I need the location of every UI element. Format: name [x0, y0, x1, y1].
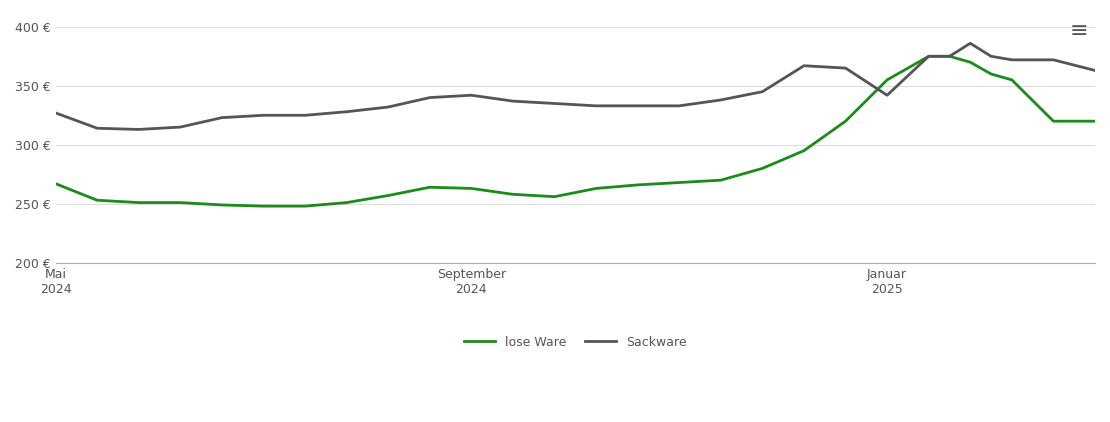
- Sackware: [942, 54, 956, 59]
- Sackware: [714, 97, 727, 103]
- Sackware: [382, 105, 395, 110]
- lose Ware: [215, 203, 229, 208]
- lose Ware: [756, 166, 769, 171]
- lose Ware: [256, 203, 270, 208]
- lose Ware: [985, 71, 998, 76]
- Text: ≡: ≡: [1069, 21, 1088, 41]
- Legend: lose Ware, Sackware: lose Ware, Sackware: [458, 331, 692, 354]
- Sackware: [423, 95, 436, 100]
- lose Ware: [548, 194, 562, 199]
- lose Ware: [382, 193, 395, 198]
- Sackware: [132, 127, 145, 132]
- Sackware: [506, 99, 519, 104]
- Sackware: [963, 41, 977, 46]
- lose Ware: [880, 77, 894, 82]
- lose Ware: [673, 180, 686, 185]
- Sackware: [465, 93, 478, 98]
- lose Ware: [465, 186, 478, 191]
- lose Ware: [423, 185, 436, 190]
- Line: Sackware: Sackware: [56, 43, 1094, 130]
- lose Ware: [922, 54, 936, 59]
- lose Ware: [714, 178, 727, 183]
- Sackware: [1006, 57, 1019, 62]
- Sackware: [797, 63, 810, 68]
- Sackware: [340, 109, 353, 114]
- Sackware: [173, 124, 186, 130]
- Sackware: [1047, 57, 1060, 62]
- lose Ware: [91, 197, 104, 203]
- Sackware: [880, 93, 894, 98]
- Sackware: [91, 126, 104, 131]
- lose Ware: [506, 192, 519, 197]
- Sackware: [548, 101, 562, 106]
- Sackware: [256, 113, 270, 118]
- lose Ware: [963, 60, 977, 65]
- lose Ware: [1088, 119, 1101, 124]
- Sackware: [630, 103, 644, 108]
- Sackware: [756, 89, 769, 94]
- lose Ware: [132, 200, 145, 205]
- Sackware: [49, 111, 62, 116]
- lose Ware: [299, 203, 312, 208]
- lose Ware: [797, 148, 810, 153]
- Sackware: [985, 54, 998, 59]
- lose Ware: [1047, 119, 1060, 124]
- lose Ware: [340, 200, 353, 205]
- Sackware: [299, 113, 312, 118]
- lose Ware: [589, 186, 603, 191]
- Sackware: [839, 65, 852, 70]
- Sackware: [215, 115, 229, 120]
- lose Ware: [1006, 77, 1019, 82]
- lose Ware: [49, 181, 62, 186]
- Sackware: [589, 103, 603, 108]
- lose Ware: [839, 119, 852, 124]
- Line: lose Ware: lose Ware: [56, 56, 1094, 206]
- lose Ware: [173, 200, 186, 205]
- lose Ware: [630, 182, 644, 187]
- Sackware: [1088, 68, 1101, 73]
- Sackware: [922, 54, 936, 59]
- Sackware: [673, 103, 686, 108]
- lose Ware: [942, 54, 956, 59]
